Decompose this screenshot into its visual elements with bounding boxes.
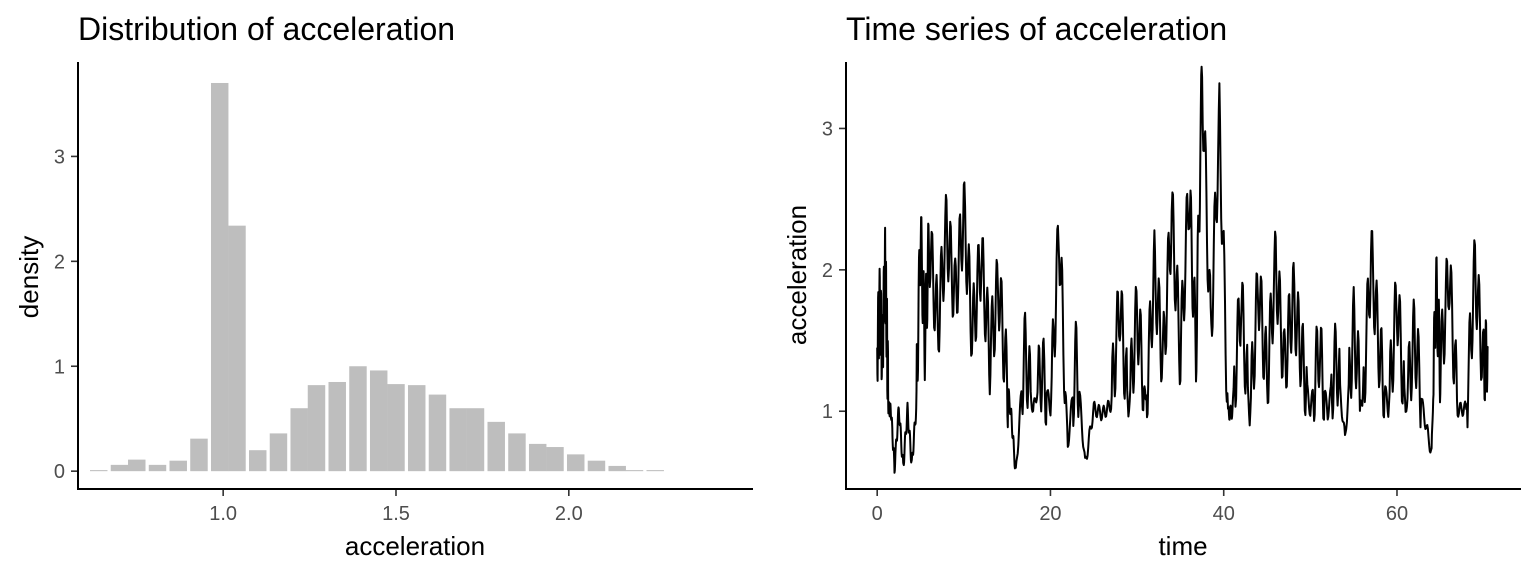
histogram-y-tick-label: 2 [54, 251, 65, 273]
histogram-bar [566, 454, 585, 472]
time-series-panel: Time series of acceleration time acceler… [782, 11, 1521, 561]
histogram-bar [110, 464, 129, 472]
histogram-bar [210, 82, 229, 472]
histogram-bar [449, 408, 467, 472]
time-series-y-axis-label: acceleration [782, 205, 812, 345]
histogram-bar [248, 450, 267, 472]
time-series-x-tick-label: 40 [1213, 503, 1235, 525]
time-series-y-tick-label: 1 [822, 401, 833, 423]
histogram-bar [407, 385, 426, 472]
histogram-bar [349, 366, 367, 472]
histogram-bar [546, 447, 564, 472]
histogram-bar [528, 443, 547, 472]
histogram-bars [90, 82, 664, 472]
histogram-bar [169, 460, 187, 472]
time-series-y-tick-label: 2 [822, 260, 833, 282]
histogram-y-tick-label: 0 [54, 461, 65, 483]
histogram-panel: Distribution of acceleration acceleratio… [14, 11, 753, 561]
histogram-bar [307, 385, 326, 472]
histogram-x-tick-label: 1.5 [382, 503, 410, 525]
histogram-x-tick-label: 2.0 [555, 503, 583, 525]
histogram-bar [328, 381, 346, 472]
histogram-y-axis-label: density [14, 236, 44, 318]
histogram-bar [190, 438, 208, 472]
histogram-bar [487, 421, 505, 472]
histogram-bar [148, 464, 167, 472]
histogram-bar [466, 408, 485, 472]
histogram-ticks: 1.0 1.5 2.0 0 1 2 3 [54, 146, 583, 525]
time-series-x-axis-label: time [1158, 531, 1207, 561]
time-series-title: Time series of acceleration [846, 11, 1227, 47]
histogram-y-tick-label: 3 [54, 146, 65, 168]
histogram-y-tick-label: 1 [54, 356, 65, 378]
histogram-bar [128, 459, 146, 472]
time-series-x-tick-label: 60 [1386, 503, 1408, 525]
histogram-x-tick-label: 1.0 [209, 503, 237, 525]
time-series-y-tick-label: 3 [822, 118, 833, 140]
histogram-bar [290, 408, 308, 472]
histogram-bar [428, 394, 447, 472]
histogram-bar [646, 470, 664, 472]
time-series-ticks: 0 20 40 60 1 2 3 [822, 118, 1408, 525]
histogram-bar [608, 465, 626, 472]
histogram-bar [587, 460, 606, 472]
histogram-x-axis-label: acceleration [345, 531, 485, 561]
histogram-bar [269, 433, 288, 472]
time-series-line [876, 65, 1489, 474]
time-series-x-tick-label: 0 [872, 503, 883, 525]
histogram-title: Distribution of acceleration [78, 11, 455, 47]
histogram-bar [508, 433, 526, 472]
histogram-bar [625, 470, 644, 472]
histogram-bar [387, 384, 405, 472]
histogram-bar [369, 370, 388, 472]
histogram-bar [228, 225, 246, 472]
histogram-bar [90, 470, 108, 472]
time-series-x-tick-label: 20 [1039, 503, 1061, 525]
